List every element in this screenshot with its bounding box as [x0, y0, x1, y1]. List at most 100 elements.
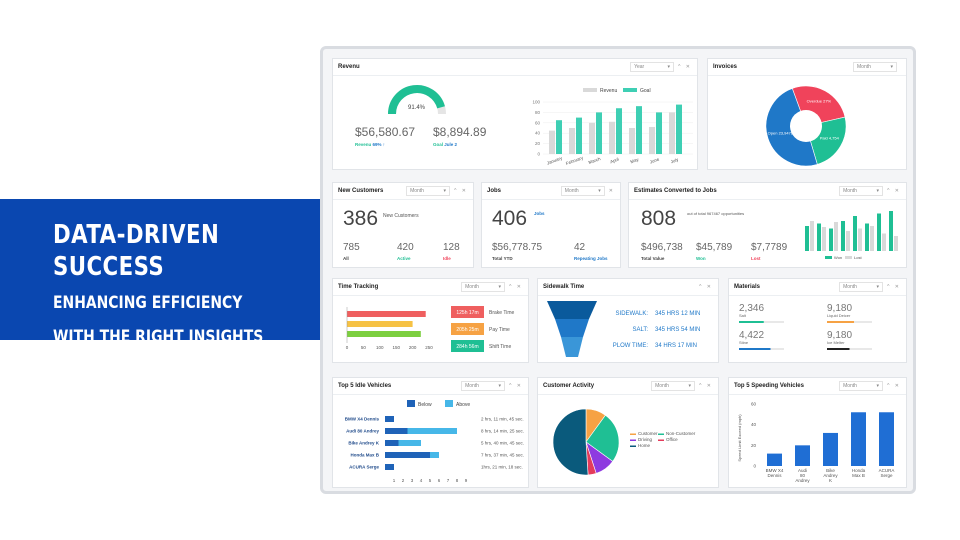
card-title: Top 5 Speeding Vehicles: [734, 383, 804, 389]
bar-goal: [576, 117, 582, 154]
new-customers-card: New Customers Month ▾ ^ ✕ 386 New Customer…: [332, 182, 474, 268]
y-tick-label: 60: [751, 402, 757, 407]
period-select[interactable]: Month ▾: [839, 381, 884, 391]
banner-subtitle-2: WITH THE RIGHT INSIGHTS: [53, 327, 264, 347]
period-select[interactable]: Year ▾: [630, 62, 675, 72]
x-tick-label: 3: [411, 478, 414, 483]
bar-lost: [810, 221, 814, 251]
card-controls-icon[interactable]: ^ ✕: [454, 188, 468, 194]
card-controls-icon[interactable]: ^ ✕: [887, 188, 901, 194]
period-select[interactable]: Month ▾: [839, 186, 884, 196]
idle-time: 1hrs, 21 min, 18 sec.: [481, 465, 523, 470]
legend-swatch: [407, 400, 415, 407]
material-label: Stine: [739, 340, 749, 345]
bar-goal: [676, 104, 682, 154]
period-select[interactable]: Month ▾: [651, 381, 696, 391]
time-tracking-card: Time Tracking Month ▾ ^ ✕ 0 50 100 150 200 250 1…: [332, 278, 529, 363]
x-tick-label: Andrey: [795, 478, 810, 483]
legend-swatch: [623, 88, 637, 92]
idle-vehicles-card: Top 5 Idle Vehicles Month ▾ ^ ✕ Below Above…: [332, 377, 529, 488]
x-tick-label: Andrey: [823, 473, 838, 478]
goal-label: Goal Jule 2: [433, 142, 458, 147]
legend-label: Driving: [638, 437, 653, 442]
x-tick-label: Max B: [852, 473, 865, 478]
vehicle-name: Audi 80 Andrey: [346, 429, 379, 434]
period-select[interactable]: Month ▾: [853, 62, 897, 72]
promo-banner: DATA-DRIVEN SUCCESS ENHANCING EFFICIENCY…: [0, 199, 320, 347]
card-controls-icon[interactable]: ^ ✕: [699, 383, 713, 389]
active-value: 420: [397, 242, 414, 253]
vehicle-name: BMW X4 Dennis: [345, 417, 380, 422]
revenue-gauge-chart: 100 80 60 40 20 0 January February March April May…: [388, 85, 693, 166]
bar-revenu: [589, 122, 595, 154]
bar-won: [841, 221, 845, 251]
badge-text: 205h 25m: [456, 327, 478, 333]
x-tick-label: Serge: [880, 473, 893, 478]
materials-card: Materials Month ▾ ^ ✕ 2,346 Salt 9,180 Liquid…: [728, 278, 907, 363]
ytd-label: Total YTD: [492, 256, 513, 261]
period-select[interactable]: Month ▾: [839, 282, 884, 292]
speeding-bar: [879, 412, 894, 466]
y-tick-label: 20: [535, 141, 541, 146]
bar-lost: [834, 222, 838, 251]
x-tick-label: 6: [438, 478, 441, 483]
card-title: Customer Activity: [543, 383, 595, 389]
bar-revenu: [609, 121, 615, 154]
card-controls-icon[interactable]: ^ ✕: [678, 64, 692, 70]
period-select[interactable]: Month ▾: [461, 381, 506, 391]
card-controls-icon[interactable]: ^ ✕: [887, 383, 901, 389]
bar-won: [817, 223, 821, 251]
card-controls-icon[interactable]: ^ ✕: [699, 284, 713, 290]
idle-value: 128: [443, 242, 460, 253]
speeding-bar: [851, 412, 866, 466]
repeating-value: 42: [574, 242, 586, 253]
idle-time: 7 hrs, 37 min, 45 sec.: [481, 453, 524, 458]
x-tick-label: May: [630, 157, 640, 165]
legend-label: Non-Customer: [666, 431, 696, 436]
speeding-bar: [767, 453, 782, 466]
x-tick-label: 200: [409, 345, 417, 350]
funnel-segment: [547, 301, 597, 319]
jobs-card: Jobs Month ▾ ✕ 406 Jobs $56,778.75 Total Y…: [481, 182, 621, 268]
repeating-label: Repeating Jobs: [574, 256, 608, 261]
revenue-card: Revenu Year ▾ ^ ✕ 100 80 60 40 20 0 January Febru…: [332, 58, 698, 170]
legend-swatch: [658, 439, 664, 441]
y-tick-label: 40: [751, 422, 757, 427]
card-title: Time Tracking: [338, 284, 379, 290]
card-controls-icon[interactable]: ^ ✕: [887, 284, 901, 290]
bar-won: [889, 211, 893, 251]
period-select[interactable]: Month ▾: [406, 186, 451, 196]
x-tick-label: 1: [393, 478, 396, 483]
slice-label: Overdue 27%: [807, 98, 832, 103]
card-title: Sidewalk Time: [543, 284, 585, 290]
speeding-bar: [823, 432, 838, 466]
vehicle-name: Bike Andrey K: [348, 441, 379, 446]
bar-lost: [846, 231, 850, 251]
x-tick-label: 250: [425, 345, 433, 350]
card-title: Invoices: [713, 64, 738, 70]
customer-activity-card: Customer Activity Month ▾ ^ ✕ Customer Non-…: [537, 377, 719, 488]
sidewalk-card: Sidewalk Time ^ ✕ SIDEWALK: 345 HRS 12 MIN…: [537, 278, 719, 363]
card-controls-icon[interactable]: ^ ✕: [509, 284, 523, 290]
badge-label: Shift Time: [489, 344, 511, 350]
jobs-tag: Jobs: [534, 211, 545, 216]
invoices-donut-chart: Overdue 27% Paid 4,754 Open 23,9478: [765, 85, 847, 167]
period-select[interactable]: Month ▾: [560, 186, 605, 196]
time-badge: [451, 306, 484, 318]
material-label: Salt: [739, 313, 747, 318]
card-controls-icon[interactable]: ^ ✕: [509, 383, 523, 389]
card-controls-icon[interactable]: ✕: [608, 188, 615, 194]
y-tick-label: 0: [753, 464, 756, 469]
x-tick-label: 9: [465, 478, 468, 483]
x-tick-label: ACURA: [879, 468, 895, 473]
bar-below: [385, 464, 394, 470]
legend-swatch: [658, 433, 664, 435]
time-bar: [347, 311, 426, 317]
estimates-desc: out of total 967467 opportunities: [687, 211, 745, 216]
lost-label: Lost: [751, 256, 761, 261]
bar-revenu: [629, 128, 635, 154]
period-select[interactable]: Month ▾: [461, 282, 506, 292]
x-tick-label: April: [609, 157, 619, 165]
bar-below: [385, 428, 408, 434]
